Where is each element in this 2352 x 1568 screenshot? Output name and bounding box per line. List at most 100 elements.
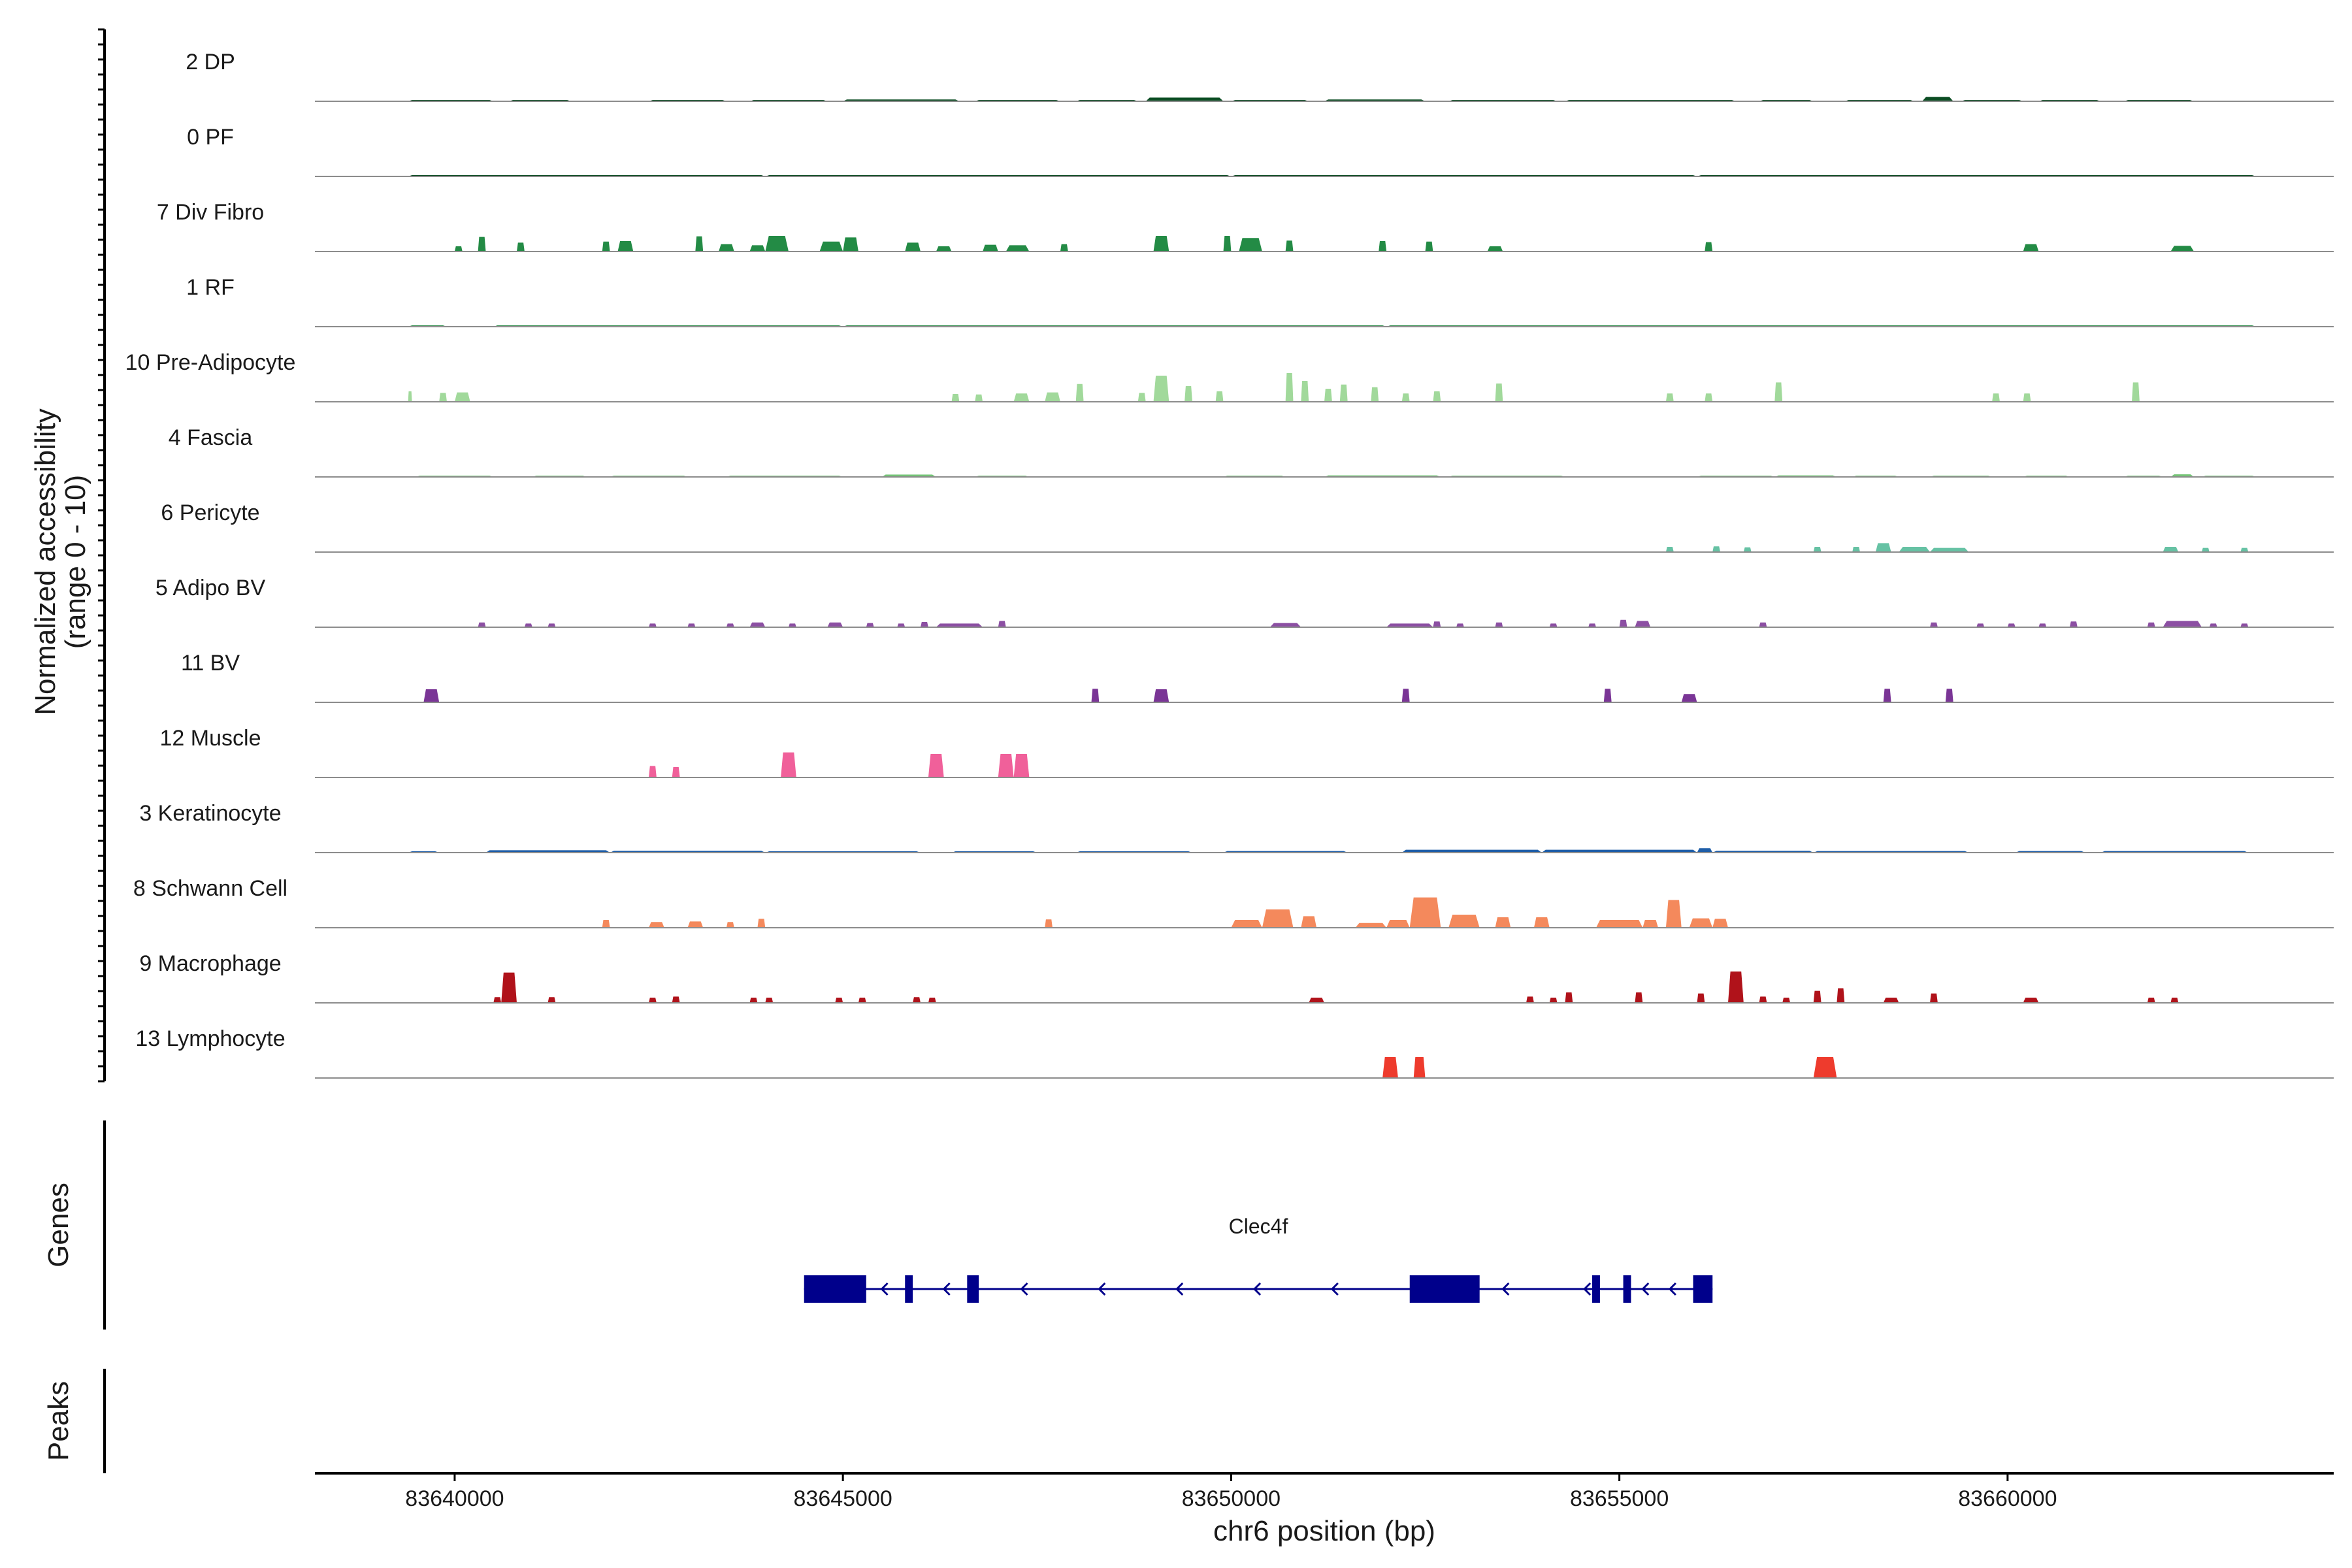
gene-exon [1693,1275,1713,1303]
accessibility-peak [1782,998,1791,1003]
accessibility-y-axis [98,28,106,1083]
accessibility-peak [905,242,921,252]
accessibility-peak [719,244,734,252]
x-axis-title: chr6 position (bp) [1213,1515,1435,1547]
accessibility-peak [672,996,680,1003]
accessibility-peak [1425,241,1433,252]
accessibility-peak [1379,241,1387,252]
accessibility-peak [921,622,928,627]
track-10-pre-adipocyte: 10 Pre-Adipocyte [125,350,2334,402]
accessibility-peak [1596,920,1643,928]
accessibility-peak [2023,393,2031,402]
accessibility-peak [1743,547,1752,552]
y-axis-title-line-1: Normalized accessibility [29,408,61,715]
track-label: 5 Adipo BV [155,576,266,600]
track-9-macrophage: 9 Macrophage [139,951,2334,1004]
accessibility-peak [1495,917,1511,928]
accessibility-peak [998,754,1014,777]
strand-arrow [1330,1282,1339,1296]
accessibility-peak [1301,916,1317,928]
accessibility-peak [1533,917,1550,928]
accessibility-peak [1153,376,1169,402]
accessibility-peak [2147,622,2155,627]
track-11-bv: 11 BV [181,651,2334,703]
accessibility-peak [1992,393,2000,402]
accessibility-peak [2069,621,2078,627]
accessibility-peak [1386,920,1410,928]
accessibility-peak [2240,623,2249,627]
accessibility-peak [1495,384,1503,402]
accessibility-peak [843,237,858,252]
accessibility-peak [2132,382,2140,402]
track-13-lymphocyte: 13 Lymphocyte [135,1026,2334,1079]
accessibility-peak [1922,97,1953,101]
accessibility-peak [408,391,412,402]
accessibility-peak [749,998,758,1003]
track-label: 11 BV [181,651,240,676]
accessibility-peak [757,919,766,928]
accessibility-peak [2202,547,2210,552]
accessibility-peak [2007,623,2016,627]
accessibility-peak [1813,990,1821,1003]
accessibility-peak [695,236,704,252]
strand-arrow [942,1282,951,1296]
x-tick-label: 83655000 [1570,1486,1669,1511]
accessibility-peak [1526,996,1534,1003]
strand-arrow [1175,1282,1184,1296]
track-1-rf: 1 RF [186,275,2334,327]
accessibility-peak [2163,547,2179,552]
gene-exon [1592,1275,1600,1303]
track-3-keratinocyte: 3 Keratinocyte [139,801,2334,853]
gene-exon [804,1275,866,1303]
accessibility-peak [687,623,696,627]
accessibility-peak [478,237,486,252]
accessibility-peak [524,623,532,627]
strand-arrow [1583,1282,1592,1296]
accessibility-peak [493,997,502,1003]
accessibility-peak [672,767,680,777]
accessibility-peak [517,242,525,252]
accessibility-peak [2023,244,2039,252]
accessibility-peak [1541,849,1697,853]
accessibility-peak [649,922,664,928]
gene-exon [1623,1275,1631,1303]
accessibility-peak [1045,392,1060,402]
accessibility-peak [1269,623,1301,627]
accessibility-peak [2147,998,2155,1003]
accessibility-peak [1774,382,1783,402]
accessibility-peak [1153,236,1169,252]
track-label: 1 RF [186,275,235,300]
accessibility-peak [1635,621,1651,627]
accessibility-peak [1689,918,1713,928]
accessibility-peak [765,236,789,252]
accessibility-peak [501,972,517,1003]
track-12-muscle: 12 Muscle [160,726,2334,778]
accessibility-peak [1565,992,1573,1003]
track-label: 8 Schwann Cell [133,876,287,901]
gene-exon [967,1275,979,1303]
accessibility-peak [1930,547,1969,552]
accessibility-peak [1642,920,1658,928]
accessibility-peak [936,623,983,627]
accessibility-peak [858,998,866,1003]
accessibility-peak [478,622,486,627]
accessibility-peak [1728,972,1744,1003]
track-7-div-fibro: 7 Div Fibro [157,200,2334,252]
accessibility-peak [547,997,556,1003]
track-label: 7 Div Fibro [157,200,264,225]
accessibility-peak [1013,393,1030,402]
accessibility-peak [1697,993,1705,1003]
accessibility-peak [2240,547,2249,552]
strand-arrow [1501,1282,1510,1296]
x-tick-label: 83640000 [405,1486,504,1511]
y-axis-title-line-2: (range 0 - 10) [59,475,91,649]
accessibility-peak [1382,1057,1398,1078]
gene-exon [1409,1275,1480,1303]
accessibility-peak [1339,384,1348,402]
accessibility-peak [1495,622,1503,627]
accessibility-peak [1401,393,1410,402]
accessibility-peak [975,394,983,402]
accessibility-peak [1401,849,1542,853]
accessibility-peak [1665,393,1674,402]
